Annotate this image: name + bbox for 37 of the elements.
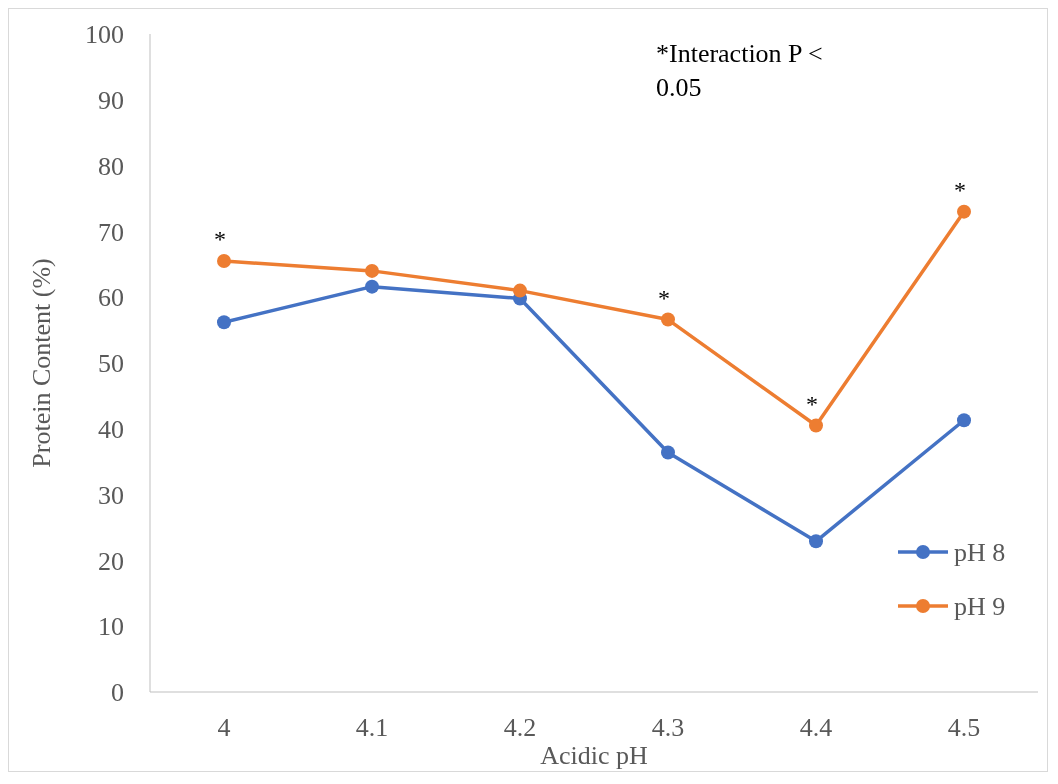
x-tick-label: 4.4 xyxy=(799,713,833,742)
point xyxy=(957,204,971,219)
y-tick-label: 80 xyxy=(98,151,124,181)
legend-label: pH 8 xyxy=(954,538,1006,568)
x-tick-label: 4.1 xyxy=(355,713,389,742)
point xyxy=(809,534,823,549)
point xyxy=(661,445,675,460)
x-tick-label: 4.2 xyxy=(503,713,537,742)
y-tick-label: 50 xyxy=(98,349,124,379)
point xyxy=(661,312,675,327)
x-tick-label: 4.5 xyxy=(947,713,981,742)
legend-label: pH 9 xyxy=(954,592,1006,622)
annotation: * xyxy=(658,284,670,311)
point xyxy=(957,413,971,428)
point xyxy=(365,263,379,278)
x-axis-title: Acidic pH xyxy=(540,741,649,770)
point xyxy=(365,279,379,294)
y-tick-label: 100 xyxy=(85,20,124,50)
y-axis-title: Protein Content (%) xyxy=(27,258,56,468)
y-tick-label: 20 xyxy=(98,546,124,576)
y-tick-label: 90 xyxy=(98,85,124,115)
y-tick-label: 10 xyxy=(98,612,124,642)
annotation: * xyxy=(214,226,226,253)
point xyxy=(217,315,231,330)
x-tick-label: 4.3 xyxy=(651,713,685,742)
annotation: * xyxy=(806,390,818,417)
annotation: *Interaction P < 0.05 xyxy=(656,39,823,102)
y-tick-label: 60 xyxy=(98,283,124,313)
y-tick-label: 0 xyxy=(111,678,124,708)
annotation: * xyxy=(954,176,966,203)
x-tick-label: 4 xyxy=(217,713,231,742)
point xyxy=(513,283,527,298)
point xyxy=(809,418,823,433)
point xyxy=(217,254,231,269)
y-tick-label: 40 xyxy=(98,414,124,444)
y-tick-label: 70 xyxy=(98,217,124,247)
y-tick-label: 30 xyxy=(98,480,124,510)
